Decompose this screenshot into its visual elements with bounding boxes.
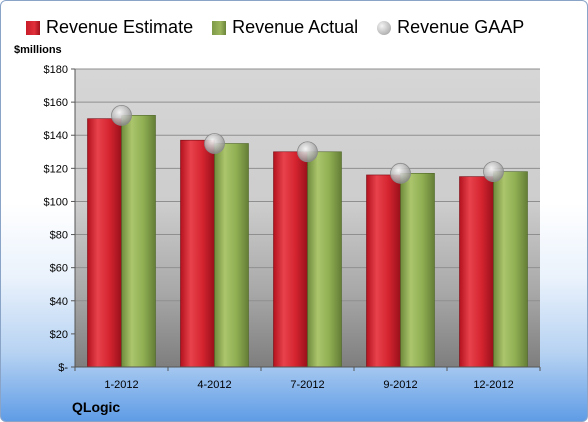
bar-revenue-actual: [307, 151, 342, 368]
y-tick-label: $-: [58, 362, 68, 374]
marker-revenue-gaap: [111, 104, 132, 126]
x-tick-label: 1-2012: [104, 379, 138, 391]
bar-revenue-actual: [214, 143, 249, 368]
y-tick-label: $120: [44, 163, 68, 175]
legend-label-gaap: Revenue GAAP: [397, 17, 525, 37]
marker-revenue-gaap: [390, 162, 411, 184]
y-tick-label: $100: [44, 196, 68, 208]
marker-revenue-gaap: [204, 133, 225, 154]
legend-label-actual: Revenue Actual: [232, 17, 359, 37]
legend-marker-gaap: [377, 20, 392, 35]
y-tick-label: $80: [50, 230, 68, 242]
legend: Revenue Estimate Revenue Actual Revenue …: [26, 17, 543, 38]
x-tick-label: 9-2012: [383, 379, 417, 391]
y-tick-label: $20: [50, 329, 68, 341]
bar-revenue-actual: [400, 173, 435, 368]
y-axis-ticks: $- $20 $40 $60 $80 $100 $120 $140 $160 $180: [44, 64, 76, 374]
bar-revenue-estimate: [459, 176, 494, 368]
x-tick-label: 4-2012: [197, 379, 231, 391]
legend-swatch-estimate: [26, 20, 40, 35]
y-tick-label: $180: [44, 64, 68, 76]
company-name: QLogic: [72, 399, 121, 415]
bar-revenue-estimate: [180, 139, 215, 368]
gaap-markers: [111, 104, 504, 184]
x-tick-label: 7-2012: [290, 379, 324, 391]
y-tick-label: $160: [44, 97, 68, 109]
bar-revenue-estimate: [273, 151, 308, 368]
legend-item-estimate: Revenue Estimate: [26, 17, 193, 38]
legend-item-gaap: Revenue GAAP: [377, 17, 524, 38]
legend-swatch-actual: [212, 20, 227, 35]
bar-revenue-actual: [493, 171, 528, 368]
y-tick-label: $60: [50, 263, 68, 275]
bar-revenue-estimate: [366, 174, 401, 368]
x-tick-label: 12-2012: [473, 379, 513, 391]
y-axis-unit-label: $millions: [14, 44, 62, 56]
bar-revenue-actual: [121, 115, 156, 368]
bar-revenue-estimate: [87, 118, 122, 368]
y-tick-label: $40: [50, 296, 68, 308]
x-axis-ticks: 1-2012 4-2012 7-2012 9-2012 12-2012: [74, 366, 541, 391]
bars: [87, 115, 528, 368]
legend-item-actual: Revenue Actual: [212, 17, 358, 38]
y-tick-label: $140: [44, 130, 68, 142]
marker-revenue-gaap: [297, 141, 318, 163]
legend-label-estimate: Revenue Estimate: [46, 17, 194, 37]
marker-revenue-gaap: [483, 161, 504, 183]
